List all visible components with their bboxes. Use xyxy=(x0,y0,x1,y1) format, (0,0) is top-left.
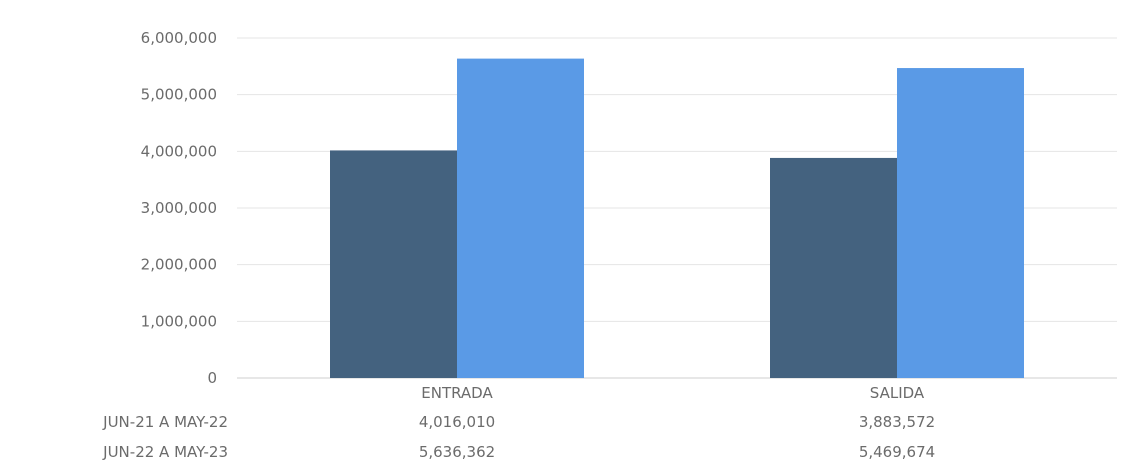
y-axis: 0 1,000,000 2,000,000 3,000,000 4,000,000 5,0… xyxy=(141,29,217,387)
x-category-label: SALIDA xyxy=(870,384,925,402)
bar-salida-series-2 xyxy=(897,68,1024,378)
data-table-value: 4,016,010 xyxy=(419,413,495,431)
data-table: JUN-21 A MAY-22 4,016,010 3,883,572 JUN-22 … xyxy=(102,413,935,461)
bar-salida-series-1 xyxy=(770,157,897,378)
bar-entrada-series-1 xyxy=(330,150,457,378)
bars xyxy=(330,58,1024,379)
x-category-label: ENTRADA xyxy=(421,384,493,402)
y-tick-label: 6,000,000 xyxy=(141,29,217,47)
data-table-row-label: JUN-22 A MAY-23 xyxy=(102,443,228,461)
x-axis: ENTRADA SALIDA xyxy=(421,384,925,402)
y-tick-label: 3,000,000 xyxy=(141,199,217,217)
y-tick-label: 0 xyxy=(207,369,217,387)
y-tick-label: 1,000,000 xyxy=(141,312,217,330)
bar-entrada-series-2 xyxy=(457,58,584,379)
data-table-value: 5,636,362 xyxy=(419,443,495,461)
data-table-row-label: JUN-21 A MAY-22 xyxy=(102,413,228,431)
y-tick-label: 4,000,000 xyxy=(141,142,217,160)
y-tick-label: 2,000,000 xyxy=(141,256,217,274)
y-tick-label: 5,000,000 xyxy=(141,86,217,104)
data-table-value: 5,469,674 xyxy=(859,443,935,461)
data-table-value: 3,883,572 xyxy=(859,413,935,431)
